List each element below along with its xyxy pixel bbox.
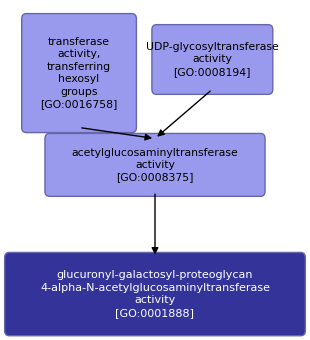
FancyBboxPatch shape bbox=[152, 25, 273, 95]
Text: glucuronyl-galactosyl-proteoglycan
4-alpha-N-acetylglucosaminyltransferase
activ: glucuronyl-galactosyl-proteoglycan 4-alp… bbox=[40, 271, 270, 318]
FancyBboxPatch shape bbox=[22, 14, 136, 133]
FancyBboxPatch shape bbox=[45, 134, 265, 197]
Text: transferase
activity,
transferring
hexosyl
groups
[GO:0016758]: transferase activity, transferring hexos… bbox=[40, 37, 118, 109]
Text: acetylglucosaminyltransferase
activity
[GO:0008375]: acetylglucosaminyltransferase activity [… bbox=[72, 148, 238, 182]
Text: UDP-glycosyltransferase
activity
[GO:0008194]: UDP-glycosyltransferase activity [GO:000… bbox=[146, 42, 279, 77]
FancyBboxPatch shape bbox=[5, 252, 305, 336]
